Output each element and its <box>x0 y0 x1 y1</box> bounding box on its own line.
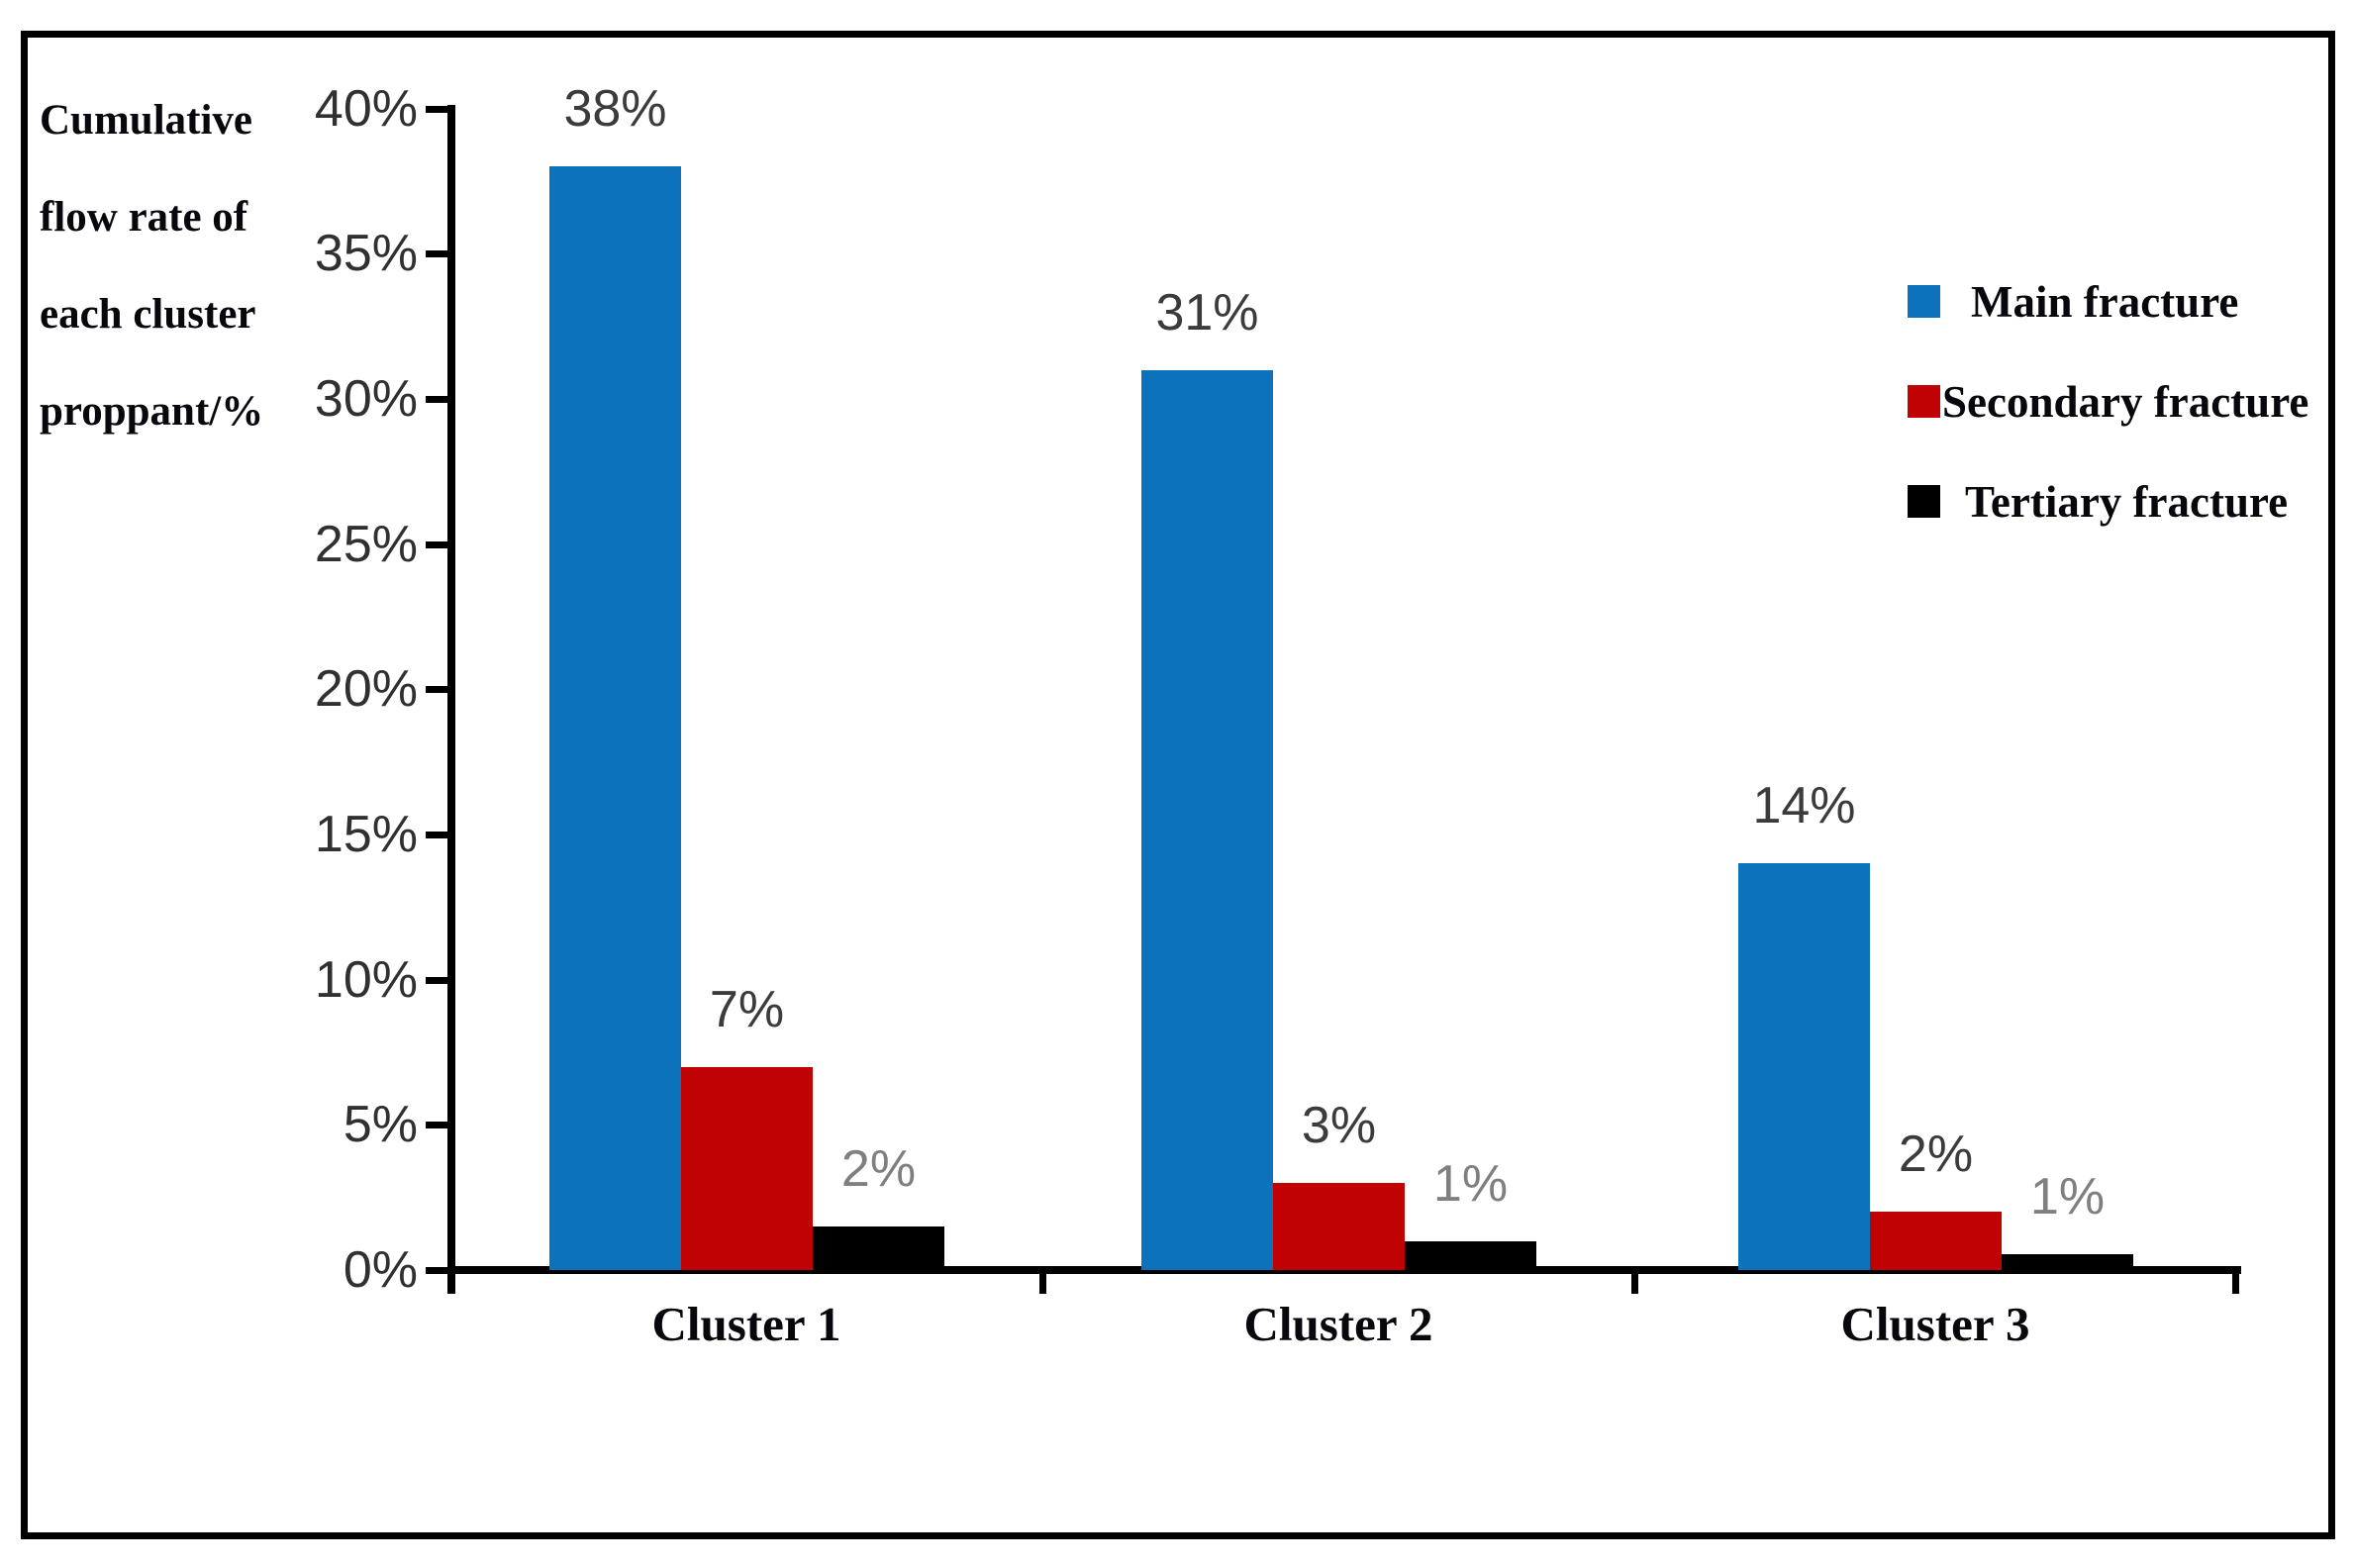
legend-label-secondary-fracture: Secondary fracture <box>1942 377 2309 427</box>
bar-main-fracture-cluster-3 <box>1738 863 1870 1270</box>
bar-secondary-fracture-cluster-2 <box>1273 1183 1405 1270</box>
value-label-main-fracture-cluster-2: 31% <box>1155 284 1259 342</box>
y-tick-label: 15% <box>314 806 418 863</box>
bar-main-fracture-cluster-2 <box>1141 370 1273 1270</box>
bar-tertiary-fracture-cluster-2 <box>1405 1241 1536 1270</box>
value-label-tertiary-fracture-cluster-2: 1% <box>1432 1155 1509 1213</box>
y-tick <box>426 832 451 838</box>
legend-swatch-main-fracture <box>1908 285 1940 318</box>
bar-tertiary-fracture-cluster-1 <box>813 1226 944 1270</box>
y-tick <box>426 250 451 257</box>
value-label-tertiary-fracture-cluster-3: 1% <box>2029 1168 2106 1225</box>
y-axis-title-line: each cluster <box>40 291 256 338</box>
value-label-secondary-fracture-cluster-3: 2% <box>1898 1126 1974 1183</box>
y-tick <box>426 106 451 113</box>
value-label-secondary-fracture-cluster-1: 7% <box>709 981 785 1038</box>
value-label-main-fracture-cluster-1: 38% <box>563 80 667 138</box>
y-tick-label: 5% <box>343 1096 418 1153</box>
y-tick <box>426 977 451 984</box>
x-tick <box>1631 1273 1638 1294</box>
bar-tertiary-fracture-cluster-3 <box>2002 1254 2133 1270</box>
y-axis-title: Cumulative flow rate of each cluster proppa… <box>40 96 337 484</box>
y-tick-label: 40% <box>314 80 418 138</box>
x-category-label-cluster-3: Cluster 3 <box>1840 1297 2030 1351</box>
y-tick <box>426 541 451 548</box>
legend-label-tertiary-fracture: Tertiary fracture <box>1965 477 2289 527</box>
y-tick <box>426 1122 451 1128</box>
y-tick <box>426 686 451 693</box>
bar-secondary-fracture-cluster-3 <box>1870 1212 2002 1270</box>
x-category-label-cluster-1: Cluster 1 <box>651 1297 841 1351</box>
value-label-tertiary-fracture-cluster-1: 2% <box>840 1140 917 1198</box>
y-axis-title-line: Cumulative <box>40 97 252 144</box>
y-tick-label: 35% <box>314 225 418 282</box>
y-tick-label: 0% <box>343 1241 418 1299</box>
legend-label-main-fracture: Main fracture <box>1971 277 2239 327</box>
y-axis-line <box>447 105 455 1294</box>
y-tick <box>426 396 451 403</box>
y-tick <box>426 1267 451 1274</box>
x-tick <box>1039 1273 1046 1294</box>
legend-swatch-secondary-fracture <box>1908 385 1940 418</box>
y-tick-label: 25% <box>314 516 418 573</box>
legend-swatch-tertiary-fracture <box>1908 485 1940 518</box>
x-tick <box>2232 1273 2239 1294</box>
value-label-main-fracture-cluster-3: 14% <box>1752 777 1856 834</box>
bar-main-fracture-cluster-1 <box>549 166 681 1270</box>
y-axis-title-line: flow rate of <box>40 194 248 241</box>
value-label-secondary-fracture-cluster-2: 3% <box>1301 1097 1377 1154</box>
x-category-label-cluster-2: Cluster 2 <box>1243 1297 1433 1351</box>
y-tick-label: 20% <box>314 660 418 718</box>
y-tick-label: 10% <box>314 951 418 1009</box>
y-axis-title-line: proppant/% <box>40 388 264 435</box>
bar-secondary-fracture-cluster-1 <box>681 1067 813 1270</box>
y-tick-label: 30% <box>314 370 418 428</box>
x-axis-line <box>447 1266 2241 1274</box>
